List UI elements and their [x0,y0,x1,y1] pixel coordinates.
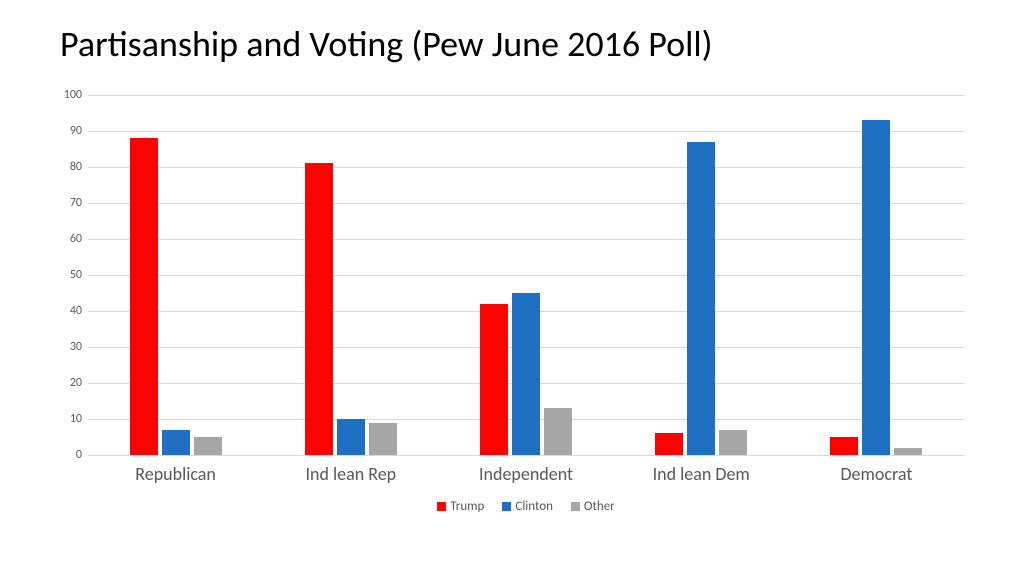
bar [655,433,683,455]
bars [480,95,572,455]
bar [544,408,572,455]
y-tick-label: 60 [58,232,82,246]
y-tick-label: 70 [58,196,82,210]
bar [337,419,365,455]
bar [130,138,158,455]
legend-label: Clinton [515,499,553,514]
legend-swatch [437,502,446,511]
y-tick-label: 20 [58,376,82,390]
x-axis-label: Ind lean Rep [263,463,438,485]
y-tick-label: 10 [58,412,82,426]
legend-item: Clinton [502,499,553,514]
bar-group [263,95,438,455]
bar [480,304,508,455]
bar [369,423,397,455]
bars [830,95,922,455]
x-axis-labels: RepublicanInd lean RepIndependentInd lea… [88,463,964,485]
bar [830,437,858,455]
x-axis-label: Democrat [789,463,964,485]
bar [512,293,540,455]
bar-group [438,95,613,455]
bars [655,95,747,455]
bar-groups [88,95,964,455]
bar-group [789,95,964,455]
legend-swatch [571,502,580,511]
bar [862,120,890,455]
y-tick-label: 80 [58,160,82,174]
y-tick-label: 90 [58,124,82,138]
bar-group [88,95,263,455]
bar [894,448,922,455]
y-tick-label: 40 [58,304,82,318]
legend-label: Trump [450,499,484,514]
chart-legend: Trump Clinton Other [88,499,964,514]
bar [162,430,190,455]
bar [719,430,747,455]
bars [305,95,397,455]
y-tick-label: 0 [58,448,82,462]
plot-area [88,95,964,456]
x-axis-label: Independent [438,463,613,485]
x-axis-label: Ind lean Dem [614,463,789,485]
bar-group [614,95,789,455]
legend-label: Other [584,499,615,514]
legend-item: Other [571,499,615,514]
bar [194,437,222,455]
x-axis-label: Republican [88,463,263,485]
y-tick-label: 100 [58,88,82,102]
page-title: Partisanship and Voting (Pew June 2016 P… [60,22,713,66]
legend-swatch [502,502,511,511]
y-tick-label: 30 [58,340,82,354]
slide: Partisanship and Voting (Pew June 2016 P… [0,0,1024,576]
partisanship-chart: RepublicanInd lean RepIndependentInd lea… [60,95,964,535]
bar [305,163,333,455]
bars [130,95,222,455]
bar [687,142,715,455]
legend-item: Trump [437,499,484,514]
y-tick-label: 50 [58,268,82,282]
